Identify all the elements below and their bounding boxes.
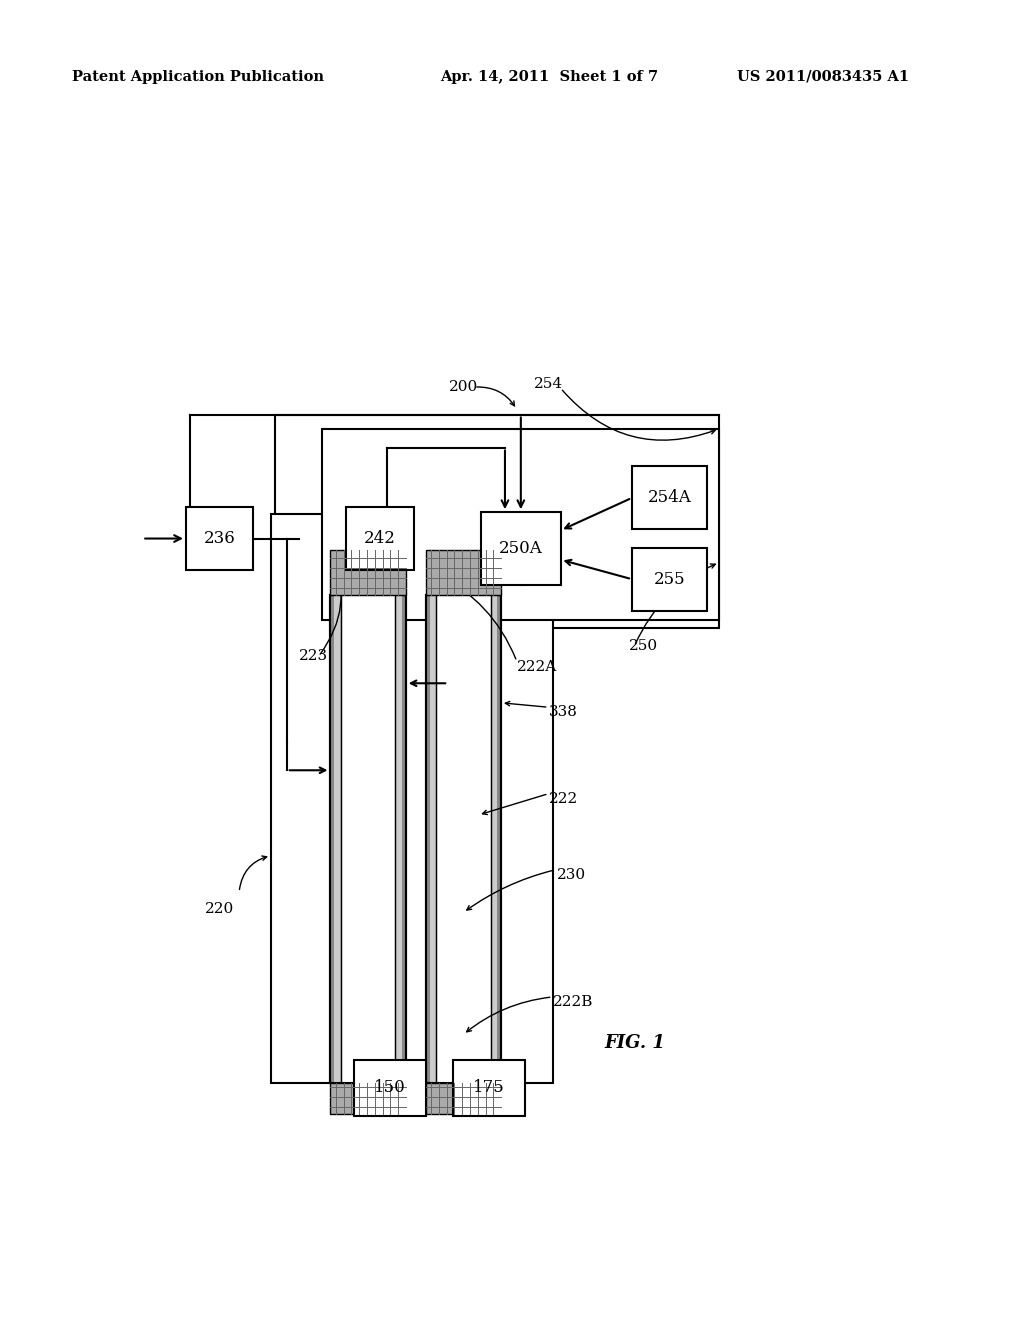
- Text: 222: 222: [549, 792, 578, 805]
- Text: US 2011/0083435 A1: US 2011/0083435 A1: [737, 70, 909, 84]
- Bar: [331, 1084, 406, 1114]
- Text: 230: 230: [557, 869, 586, 882]
- Text: 250A: 250A: [499, 540, 543, 557]
- Text: 254: 254: [535, 378, 563, 391]
- Bar: [426, 1084, 501, 1114]
- Text: 200: 200: [450, 380, 478, 395]
- Bar: [335, 595, 401, 1084]
- Bar: [426, 595, 501, 1084]
- Bar: [341, 595, 395, 1084]
- Bar: [430, 595, 497, 1084]
- Text: 236: 236: [204, 531, 236, 546]
- Bar: [632, 466, 708, 529]
- Bar: [632, 548, 708, 611]
- Bar: [426, 549, 501, 595]
- Bar: [354, 1060, 426, 1115]
- Text: 220: 220: [205, 902, 233, 916]
- Bar: [323, 429, 719, 620]
- Bar: [426, 595, 501, 1084]
- Text: Apr. 14, 2011  Sheet 1 of 7: Apr. 14, 2011 Sheet 1 of 7: [440, 70, 658, 84]
- Bar: [186, 507, 253, 570]
- Bar: [481, 512, 560, 585]
- Bar: [454, 1060, 524, 1115]
- Bar: [274, 414, 719, 628]
- Text: 150: 150: [374, 1080, 406, 1097]
- Text: 254A: 254A: [648, 490, 691, 507]
- Text: 250: 250: [630, 639, 658, 653]
- Text: Patent Application Publication: Patent Application Publication: [72, 70, 324, 84]
- Bar: [331, 595, 406, 1084]
- Text: 222B: 222B: [553, 995, 593, 1008]
- Bar: [270, 515, 553, 1084]
- Bar: [436, 595, 490, 1084]
- Text: 255: 255: [653, 570, 685, 587]
- Text: FIG. 1: FIG. 1: [604, 1034, 665, 1052]
- Text: 242: 242: [364, 531, 396, 546]
- Bar: [346, 507, 414, 570]
- Text: 222A: 222A: [517, 660, 557, 673]
- Bar: [331, 549, 406, 595]
- Text: 338: 338: [549, 705, 578, 719]
- Bar: [331, 595, 406, 1084]
- Text: 175: 175: [473, 1080, 505, 1097]
- Text: 223: 223: [299, 649, 328, 664]
